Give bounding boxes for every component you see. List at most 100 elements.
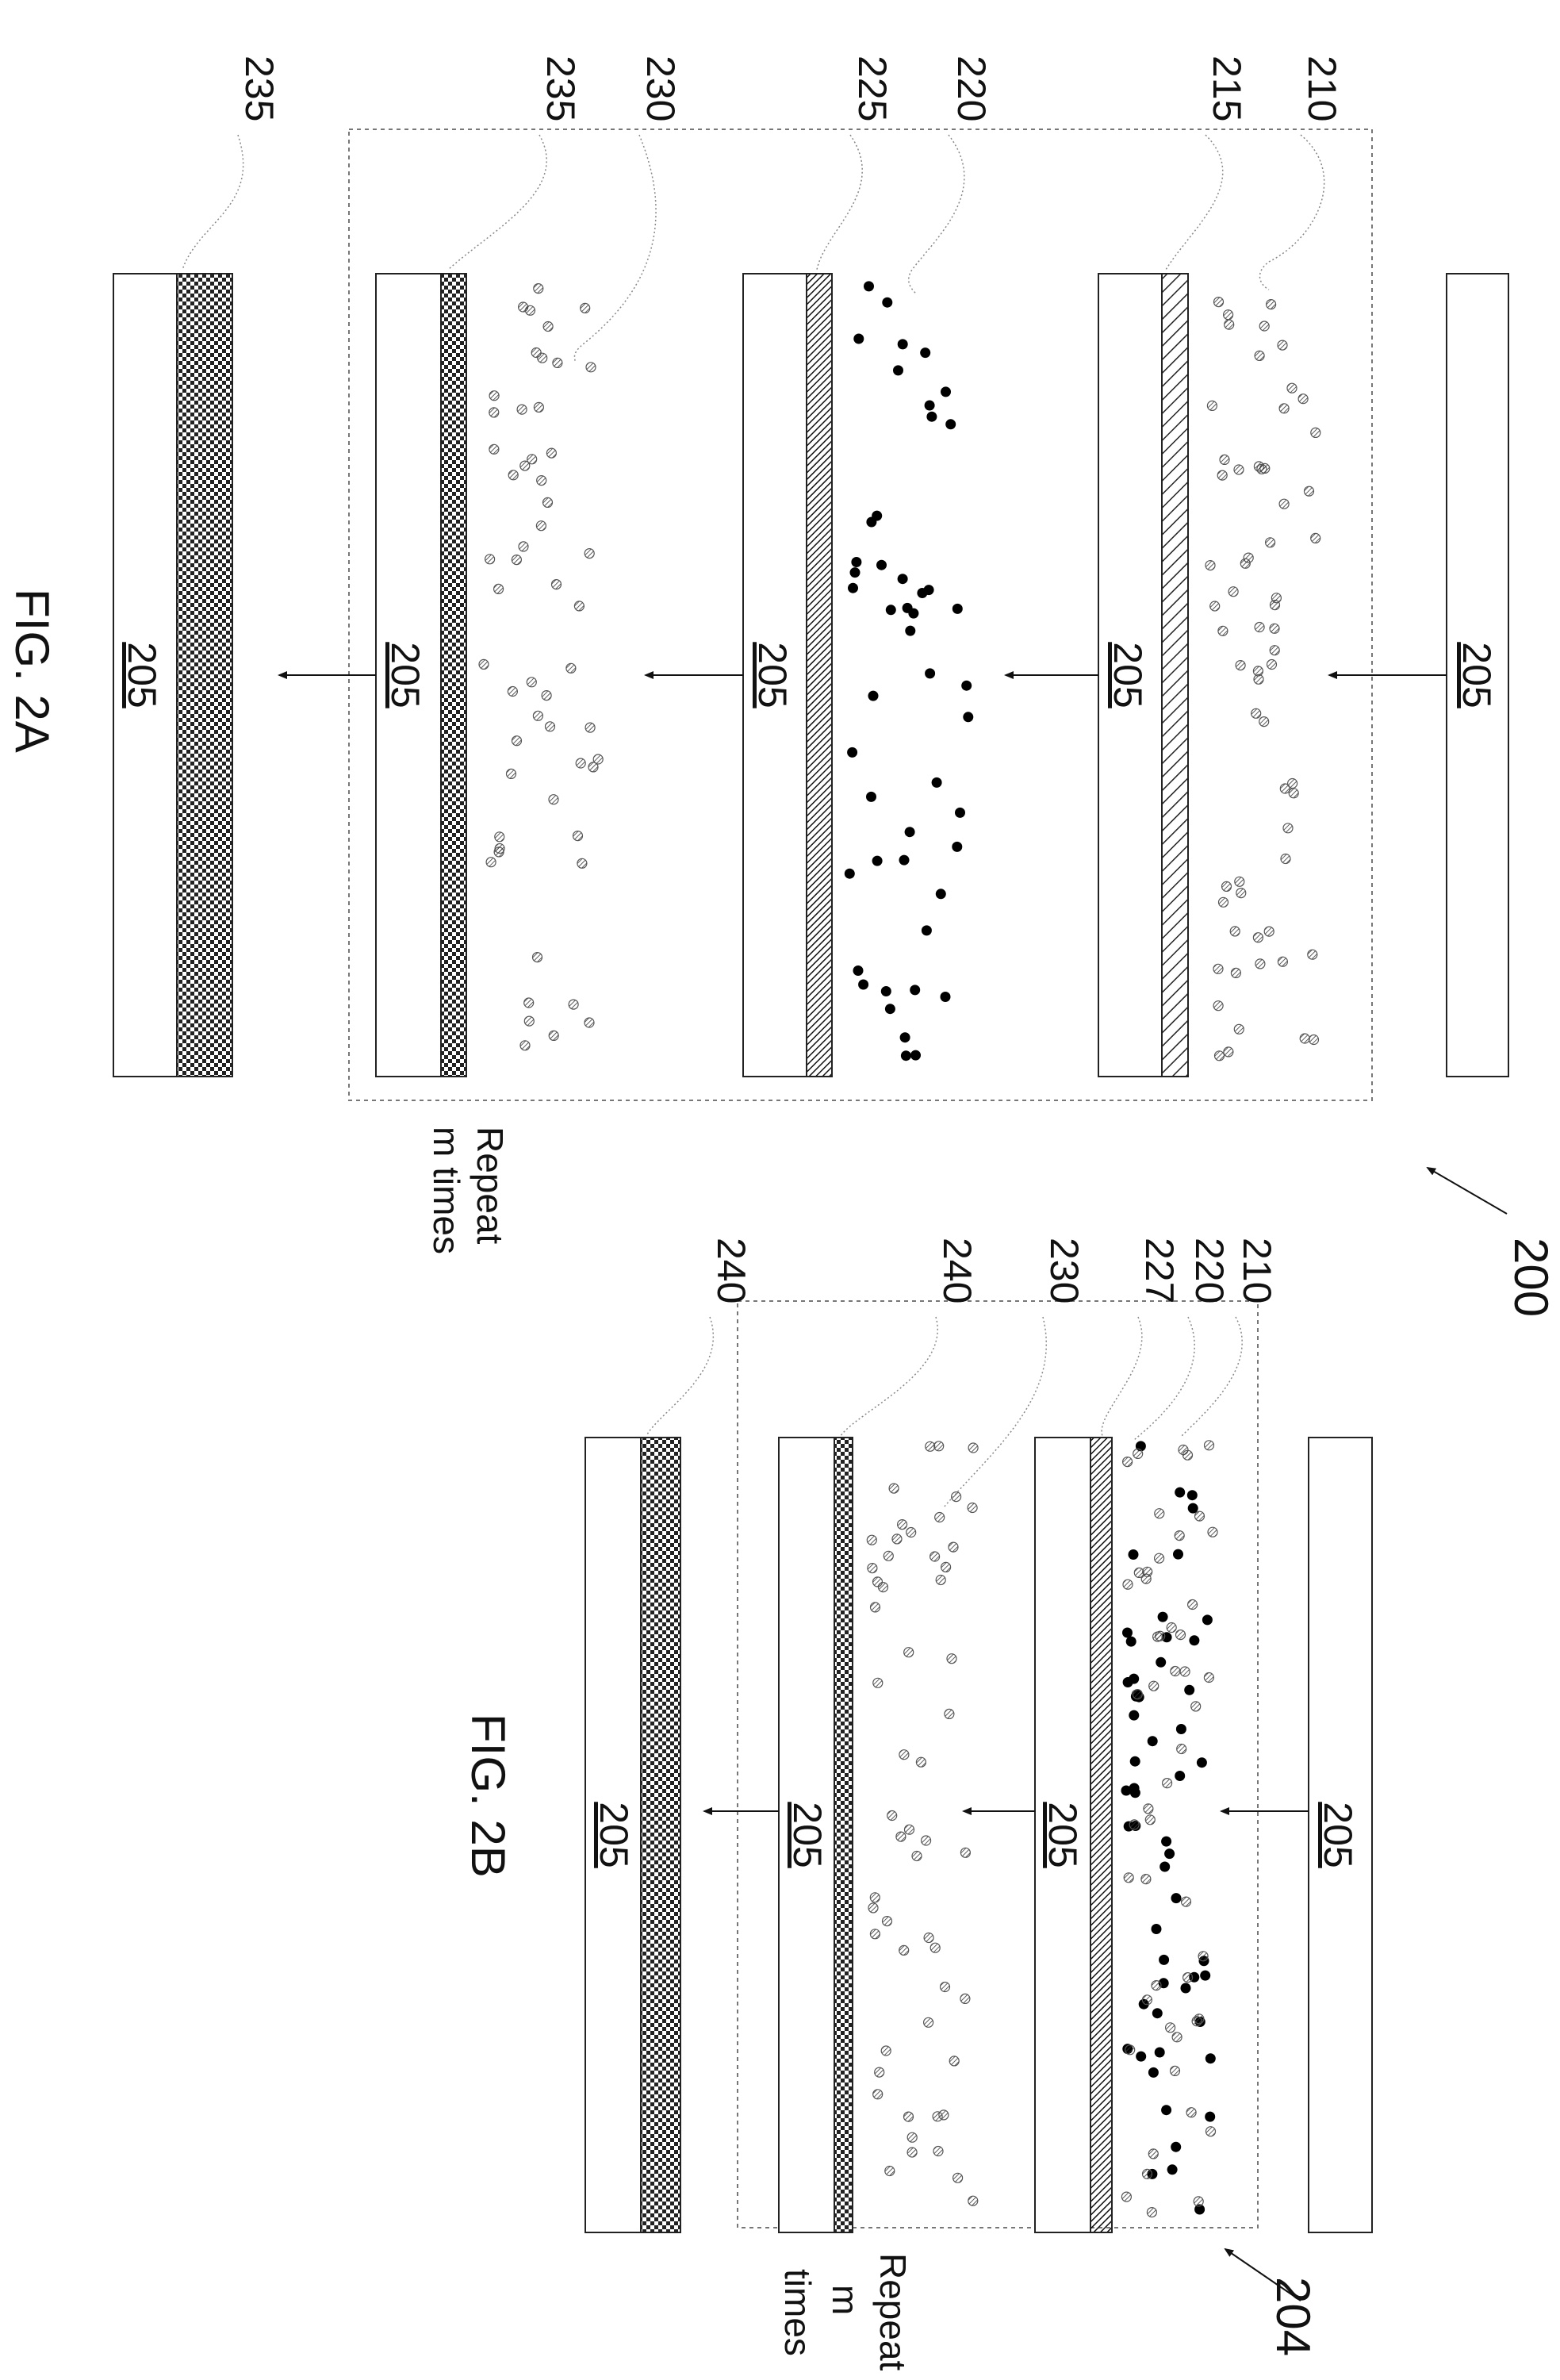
- hatched-particle: [1310, 532, 1321, 544]
- hatched-particle: [1259, 321, 1270, 332]
- hatched-particle: [1286, 777, 1298, 789]
- fig-2a: 205 205 205 205: [6, 56, 1509, 1254]
- hatched-particle: [507, 685, 519, 697]
- substrate-b-stage-3: 205: [778, 1437, 853, 2233]
- hatched-particle: [1132, 1689, 1143, 1700]
- hatched-particle: [960, 1847, 972, 1858]
- solid-particle: [1161, 1836, 1172, 1847]
- figure-ref-204: 204: [1267, 2277, 1320, 2356]
- substrate-label: 205: [785, 1802, 830, 1868]
- hatched-particle: [869, 1929, 881, 1940]
- hatched-particle: [1217, 896, 1229, 908]
- hatched-particle: [1180, 1896, 1192, 1907]
- hatched-particle: [1254, 350, 1265, 361]
- hatched-particle: [1259, 716, 1270, 727]
- solid-particle: [866, 516, 877, 528]
- solid-particle: [1125, 1636, 1136, 1647]
- hatched-particle: [899, 1944, 910, 1956]
- layer-240-final: [640, 1437, 681, 2233]
- hatched-particle: [880, 2045, 891, 2056]
- hatched-particle: [585, 362, 596, 373]
- solid-particle: [924, 400, 935, 411]
- hatched-particle: [1233, 1023, 1244, 1035]
- hatched-particle: [1308, 1034, 1320, 1046]
- substrate-final-2a: 205: [113, 273, 233, 1077]
- hatched-particle: [1224, 319, 1235, 330]
- hatched-particle: [1217, 470, 1228, 481]
- hatched-particle: [1154, 1508, 1165, 1519]
- hatched-particle: [1164, 2022, 1176, 2033]
- hatched-particle: [1255, 958, 1266, 969]
- hatched-particle: [548, 1030, 559, 1042]
- solid-particle: [880, 986, 891, 996]
- hatched-particle: [1194, 2013, 1205, 2025]
- solid-particle: [1121, 1785, 1132, 1796]
- hatched-particle: [1234, 876, 1245, 887]
- ref-210-b: 210: [1235, 1238, 1279, 1303]
- hatched-particle: [1277, 340, 1288, 351]
- hatched-particle: [548, 794, 559, 805]
- hatched-particle: [1252, 666, 1264, 677]
- hatched-particle: [1229, 926, 1240, 937]
- ref-227: 227: [1137, 1238, 1182, 1303]
- solid-particle: [866, 791, 876, 802]
- hatched-particle: [588, 762, 599, 773]
- hatched-particle: [1230, 967, 1242, 979]
- hatched-particle: [523, 997, 535, 1008]
- hatched-particle: [877, 1581, 889, 1593]
- solid-particle: [858, 979, 869, 990]
- hatched-particle: [511, 554, 523, 566]
- hatched-particle: [895, 1831, 906, 1842]
- hatched-particle: [903, 2111, 914, 2122]
- hatched-particle: [541, 689, 552, 701]
- hatched-particle: [1223, 1046, 1234, 1058]
- solid-particle: [955, 807, 965, 818]
- hatched-particle: [1269, 645, 1280, 656]
- hatched-particle: [505, 768, 517, 780]
- hatched-particle: [1254, 621, 1265, 633]
- hatched-particle: [952, 2172, 964, 2183]
- substrate-final-2b: 205: [585, 1437, 681, 2233]
- layer-235-final: [176, 273, 233, 1077]
- hatched-particle: [906, 2147, 918, 2158]
- solid-particle: [917, 588, 928, 598]
- hatched-particle: [906, 2132, 918, 2143]
- hatched-particle: [1277, 956, 1289, 967]
- solid-particle: [1171, 1893, 1182, 1904]
- solid-particle: [1122, 1627, 1133, 1638]
- hatched-particle: [533, 283, 544, 294]
- hatched-particle: [1182, 1972, 1194, 1983]
- solid-particle: [893, 365, 903, 376]
- hatched-particle: [869, 1602, 881, 1613]
- hatched-particle: [527, 454, 538, 465]
- hatched-particle: [1190, 1701, 1202, 1712]
- solid-particle: [904, 827, 915, 838]
- repeat-label-2b-line3: times: [777, 2269, 818, 2356]
- solid-particle: [1171, 2141, 1182, 2152]
- hatched-particle: [1153, 1553, 1165, 1564]
- hatched-particle: [1252, 932, 1264, 943]
- solid-particle: [1175, 1487, 1186, 1498]
- solid-particle: [1122, 1677, 1133, 1687]
- solid-particle: [1128, 1549, 1139, 1560]
- hatched-particle: [1148, 2148, 1159, 2159]
- hatched-particle: [960, 1993, 971, 2004]
- hatched-particle: [585, 722, 596, 733]
- hatched-particle: [584, 1017, 595, 1028]
- solid-particle: [1189, 1635, 1200, 1646]
- solid-particle: [1147, 1736, 1158, 1747]
- ref-235-inner: 235: [539, 56, 583, 121]
- leader-lines-2a: [182, 134, 1325, 362]
- hatched-particle: [489, 407, 500, 418]
- hatched-particle: [1213, 1000, 1224, 1012]
- substrate-stage-1: 205: [1446, 273, 1509, 1077]
- hatched-particle: [537, 352, 548, 363]
- substrate-b-stage-1: 205: [1308, 1437, 1373, 2233]
- hatched-particle: [869, 1892, 880, 1903]
- solid-particle: [868, 690, 879, 701]
- hatched-particle: [572, 830, 584, 842]
- solid-particle: [1175, 1771, 1186, 1781]
- hatched-particle: [1205, 559, 1216, 571]
- hatched-particle: [868, 1902, 879, 1914]
- solid-particle: [876, 559, 887, 570]
